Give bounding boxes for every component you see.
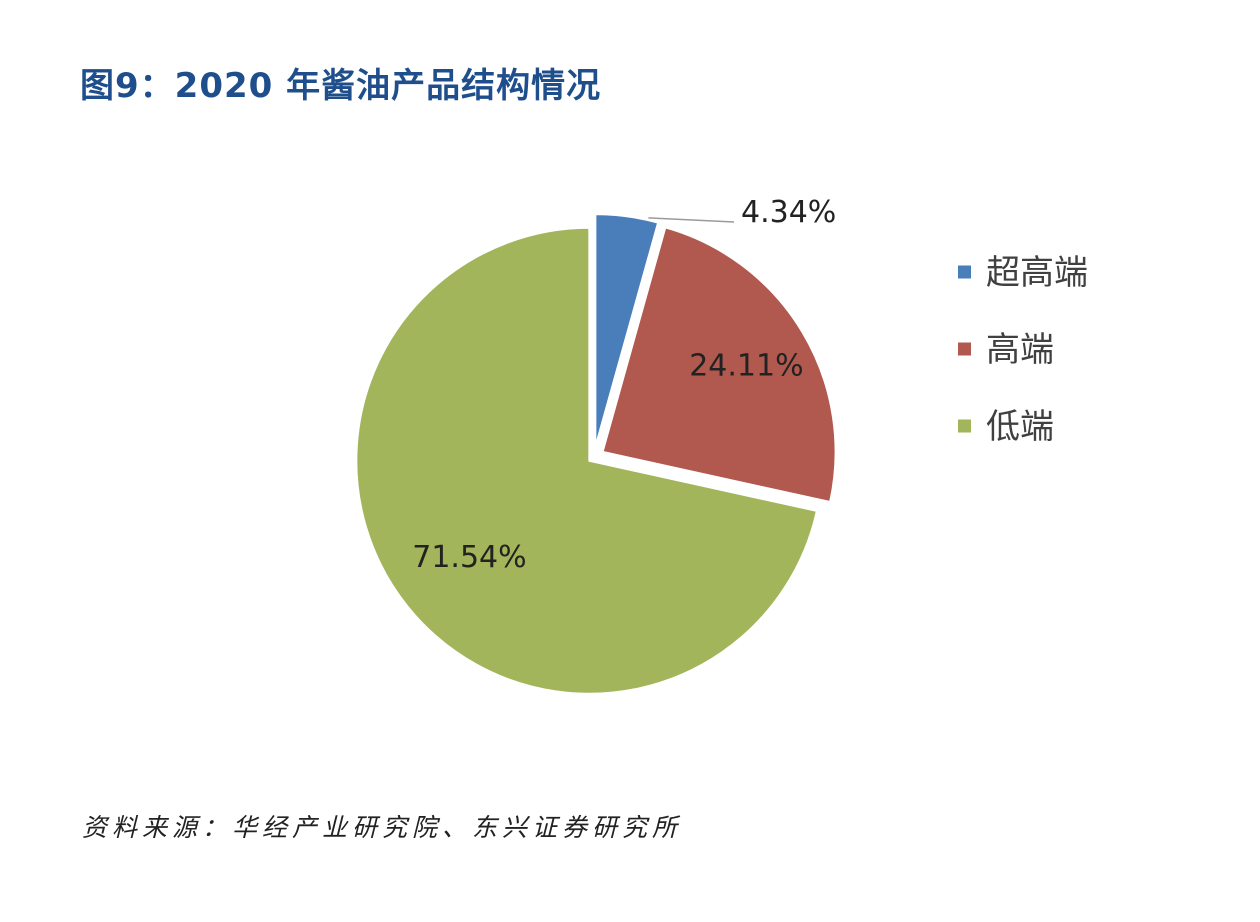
source-note: 资料来源：华经产业研究院、东兴证券研究所 — [82, 813, 683, 842]
legend-label-1: 超高端 — [986, 253, 1088, 293]
pie-slice-2 — [601, 226, 837, 504]
legend-swatch-1 — [958, 265, 971, 279]
pie-slice-1 — [594, 213, 660, 448]
slice-labels: 4.34% 24.11% 71.54% — [412, 195, 836, 575]
slice-label-3: 71.54% — [412, 540, 526, 575]
slice-label-1: 4.34% — [741, 195, 836, 230]
legend-label-2: 高端 — [986, 330, 1054, 370]
figure-title: 图9：2020 年酱油产品结构情况 — [80, 66, 602, 106]
legend-label-3: 低端 — [986, 407, 1054, 447]
pie-slices — [355, 213, 837, 695]
legend-swatch-2 — [958, 342, 971, 356]
slice-label-2: 24.11% — [689, 349, 803, 384]
leader-line-1 — [648, 217, 735, 223]
legend-swatch-3 — [958, 419, 971, 433]
pie-slice-3 — [355, 226, 819, 695]
